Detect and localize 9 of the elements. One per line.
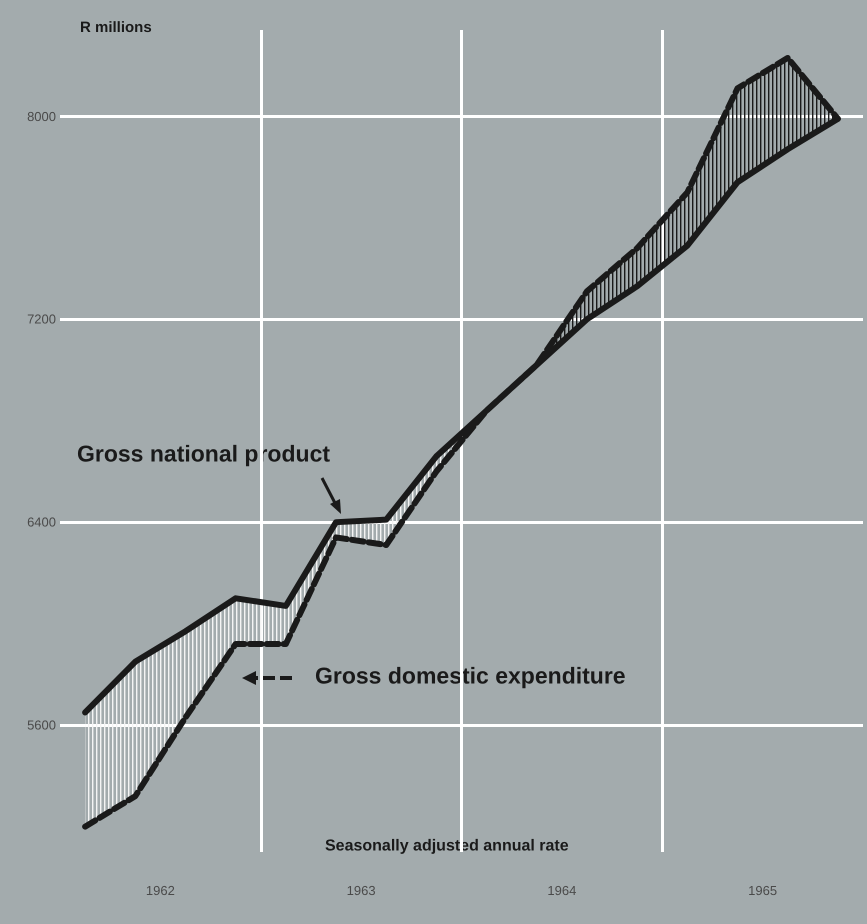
x-tick-label: 1963 xyxy=(346,883,376,898)
y-tick-label: 6400 xyxy=(27,514,56,530)
x-tick-label: 1964 xyxy=(547,883,576,898)
y-tick-label: 5600 xyxy=(27,718,56,733)
y-axis-title: R millions xyxy=(80,19,152,36)
x-tick-label: 1965 xyxy=(748,883,778,898)
y-tick-label: 7200 xyxy=(27,312,56,327)
y-tick-label: 8000 xyxy=(27,108,56,124)
x-tick-label: 1962 xyxy=(146,883,175,898)
